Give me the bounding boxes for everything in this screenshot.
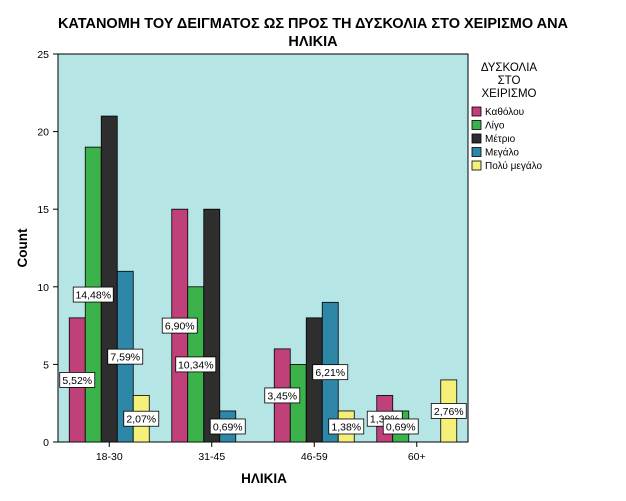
- bar: [203, 208, 221, 443]
- y-tick-label: 25: [37, 49, 49, 61]
- chart-title-line-2: ΗΛΙΚΙΑ: [288, 34, 338, 50]
- y-axis-title: Count: [15, 228, 30, 267]
- data-label: 6,90%: [165, 321, 195, 333]
- data-label: 1,38%: [331, 421, 361, 433]
- data-label-box: [312, 364, 349, 381]
- data-label-box: [161, 317, 198, 334]
- x-tick-label: 46-59: [301, 451, 328, 463]
- data-label: 3,45%: [267, 390, 297, 402]
- data-label-box: [123, 410, 160, 427]
- data-label-box: [59, 372, 96, 388]
- data-label: 6,21%: [315, 367, 345, 379]
- data-label: 2,76%: [434, 406, 464, 418]
- legend-title-line-3: ΧΕΙΡΙΣΜΟ: [481, 88, 536, 100]
- data-label-box: [430, 403, 467, 419]
- data-label: 0,69%: [386, 421, 416, 433]
- x-axis-title: ΗΛΙΚΙΑ: [241, 471, 287, 486]
- data-label-box: [209, 418, 246, 435]
- data-label: 2,07%: [126, 414, 156, 426]
- legend-swatch: [471, 160, 482, 171]
- legend-swatch: [471, 120, 482, 130]
- data-label-box: [382, 418, 419, 435]
- legend-label: Καθόλου: [485, 106, 524, 118]
- data-label-box: [264, 387, 301, 404]
- chart-title-line-1: ΚΑΤΑΝΟΜΗ ΤΟΥ ΔΕΙΓΜΑΤΟΣ ΩΣ ΠΡΟΣ ΤΗ ΔΥΣΚΟΛ…: [58, 16, 569, 32]
- data-label-box: [328, 418, 365, 435]
- legend-title-line-2: ΣΤΟ: [498, 75, 521, 87]
- data-label-box: [107, 348, 144, 365]
- legend-title-line-1: ΔΥΣΚΟΛΙΑ: [481, 62, 538, 74]
- y-tick-label: 5: [43, 359, 49, 371]
- x-tick-label: 18-30: [96, 451, 123, 463]
- y-tick-label: 15: [37, 204, 49, 216]
- data-label-box: [175, 356, 217, 373]
- data-label: 7,59%: [110, 352, 140, 364]
- legend-label: Μεγάλο: [485, 147, 519, 159]
- legend-swatch: [471, 133, 482, 144]
- y-tick-label: 20: [37, 127, 49, 139]
- y-axis: 0 5 10 15 20 25: [37, 49, 58, 449]
- legend-swatch: [471, 106, 482, 117]
- data-label: 10,34%: [178, 359, 214, 371]
- data-label-box: [72, 286, 114, 303]
- y-tick-label: 0: [43, 437, 49, 449]
- data-label: 0,69%: [213, 421, 243, 433]
- legend-label: Πολύ μεγάλο: [485, 160, 542, 172]
- data-labels: 5,52% 14,48% 7,59% 2,07% 6,90% 10,34% 0,69% 3,4…: [59, 286, 467, 435]
- legend-swatch: [471, 147, 482, 157]
- y-tick-label: 10: [37, 282, 49, 294]
- x-tick-label: 60+: [408, 451, 426, 463]
- legend-label: Λίγο: [485, 120, 505, 132]
- data-label: 5,52%: [62, 375, 92, 387]
- bar: [100, 115, 118, 443]
- legend-label: Μέτριο: [485, 133, 516, 145]
- x-tick-label: 31-45: [198, 451, 225, 463]
- x-axis: 18-30 31-45 46-59 60+: [96, 442, 426, 463]
- data-label: 14,48%: [75, 290, 111, 302]
